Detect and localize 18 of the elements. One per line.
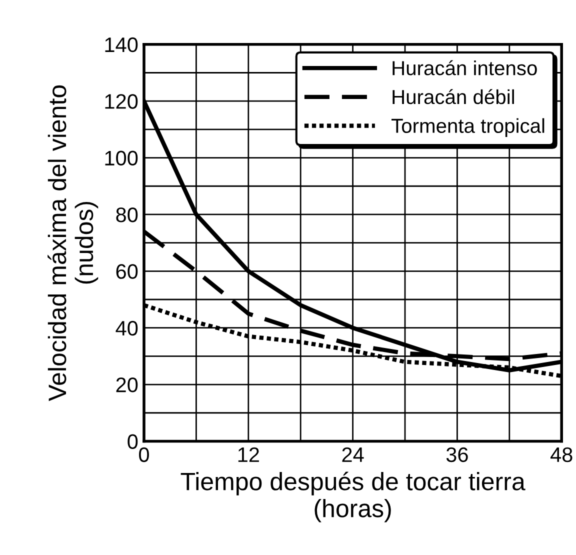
x-axis-title: Tiempo después de tocar tierra (horas) (180, 472, 526, 522)
y-tick-label: 0 (128, 434, 138, 449)
x-tick-label: 48 (550, 447, 572, 462)
x-tick-label: 0 (139, 447, 149, 462)
x-tick-label: 36 (446, 447, 468, 462)
x-tick-label: 12 (238, 447, 259, 462)
y-tick-label: 100 (105, 150, 138, 166)
legend-label: Huracán intenso (392, 60, 537, 76)
y-tick-label: 40 (116, 320, 138, 336)
x-tick-label: 24 (342, 447, 364, 462)
legend-label: Tormenta tropical (392, 118, 544, 137)
y-tick-label: 120 (105, 94, 138, 109)
legend-label: Huracán débil (392, 89, 514, 104)
y-tick-label: 60 (116, 264, 138, 279)
y-tick-label: 140 (105, 37, 138, 52)
y-axis-title: Velocidad máxima del viento (nudos) (48, 85, 98, 402)
y-tick-label: 20 (116, 378, 138, 392)
y-tick-label: 80 (116, 207, 138, 222)
